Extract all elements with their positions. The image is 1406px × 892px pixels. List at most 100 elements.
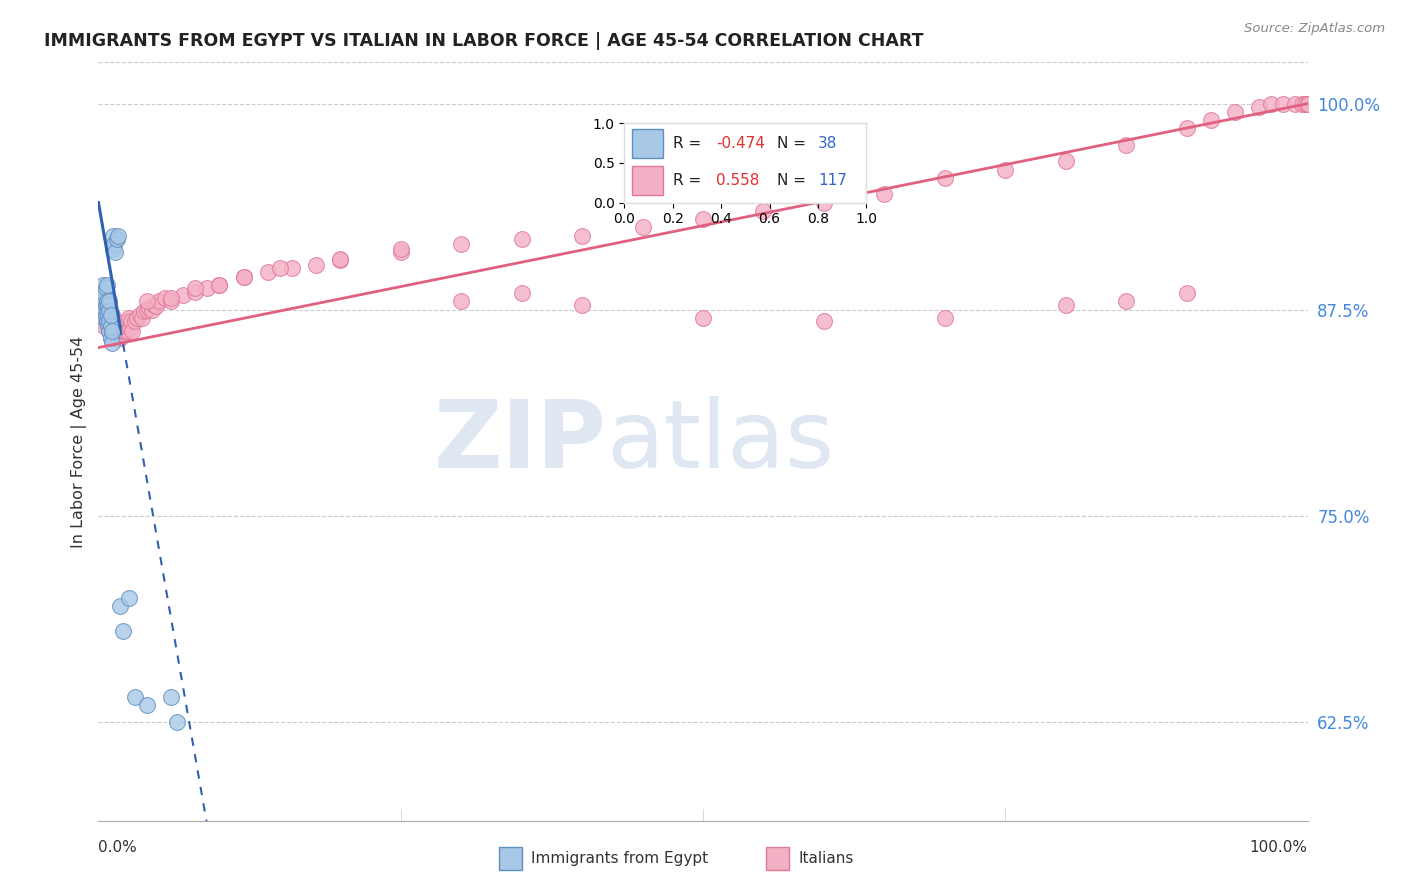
Point xyxy=(232,269,254,284)
Point xyxy=(160,294,183,309)
Point xyxy=(1296,96,1319,111)
Point xyxy=(571,228,593,243)
Point xyxy=(269,261,291,276)
Point xyxy=(115,314,138,328)
Point xyxy=(108,331,131,345)
Point xyxy=(94,281,117,295)
Point xyxy=(1115,137,1137,152)
Point xyxy=(118,591,141,606)
Point xyxy=(98,304,121,318)
Point xyxy=(100,327,122,342)
Point xyxy=(107,331,129,345)
Point xyxy=(105,320,128,334)
Point xyxy=(329,252,352,266)
Point xyxy=(93,319,115,334)
Point xyxy=(148,294,170,309)
Point xyxy=(100,319,122,334)
Point xyxy=(692,310,714,325)
Point xyxy=(135,294,157,309)
Point xyxy=(1284,96,1306,111)
Point xyxy=(93,302,115,317)
Point xyxy=(160,291,183,305)
Point xyxy=(450,236,472,251)
Point xyxy=(813,314,835,328)
Text: Italians: Italians xyxy=(799,851,853,866)
Point xyxy=(1294,96,1316,111)
Point xyxy=(1175,286,1198,301)
Point xyxy=(94,301,117,315)
Point xyxy=(1296,96,1319,111)
Point xyxy=(91,277,114,292)
Point xyxy=(93,308,115,322)
Point xyxy=(389,242,412,256)
Point xyxy=(1115,294,1137,309)
Point xyxy=(107,320,129,334)
Point xyxy=(1199,113,1222,128)
Point xyxy=(1054,154,1077,169)
Point xyxy=(94,310,117,325)
Point xyxy=(93,298,115,312)
Point xyxy=(184,281,207,295)
Text: 100.0%: 100.0% xyxy=(1250,840,1308,855)
Point xyxy=(134,304,156,318)
Point xyxy=(101,320,124,334)
Point xyxy=(96,304,118,318)
Point xyxy=(101,331,124,345)
Point xyxy=(103,318,125,332)
Point xyxy=(873,187,896,202)
Point xyxy=(111,624,134,638)
Point xyxy=(104,244,127,259)
Point xyxy=(1249,100,1271,114)
Point xyxy=(127,310,149,325)
Point xyxy=(98,294,121,309)
Point xyxy=(100,331,122,345)
Text: Source: ZipAtlas.com: Source: ZipAtlas.com xyxy=(1244,22,1385,36)
Text: atlas: atlas xyxy=(606,395,835,488)
Point xyxy=(91,310,114,325)
Point xyxy=(131,310,153,325)
Point xyxy=(124,690,146,704)
Point xyxy=(145,299,167,313)
Point xyxy=(96,314,118,328)
Point xyxy=(103,236,125,251)
Point xyxy=(117,324,139,338)
Point xyxy=(571,298,593,312)
Point xyxy=(153,291,176,305)
Point xyxy=(208,277,231,292)
Point xyxy=(994,162,1017,177)
Point xyxy=(100,319,122,334)
Text: Immigrants from Egypt: Immigrants from Egypt xyxy=(531,851,709,866)
Point xyxy=(96,304,118,318)
Point xyxy=(510,232,533,246)
Point xyxy=(96,294,118,309)
Point xyxy=(934,310,956,325)
Point xyxy=(94,298,117,312)
Point xyxy=(138,301,160,315)
Point xyxy=(208,277,231,292)
Point xyxy=(184,285,207,299)
Point xyxy=(118,320,141,334)
Point xyxy=(813,195,835,210)
Point xyxy=(97,308,120,322)
Point xyxy=(91,302,114,317)
Point xyxy=(101,228,124,243)
Y-axis label: In Labor Force | Age 45-54: In Labor Force | Age 45-54 xyxy=(72,335,87,548)
Point xyxy=(108,599,131,614)
Point xyxy=(96,314,118,328)
Point xyxy=(692,212,714,227)
Point xyxy=(101,242,124,256)
Point xyxy=(98,314,121,328)
Point xyxy=(105,232,128,246)
Point xyxy=(1291,96,1313,111)
Point xyxy=(172,288,194,302)
Point xyxy=(1296,96,1319,111)
Point xyxy=(100,308,122,322)
Point xyxy=(135,302,157,317)
Point xyxy=(94,308,117,322)
Point xyxy=(111,318,134,332)
Point xyxy=(97,308,120,322)
Point xyxy=(100,331,122,345)
Point xyxy=(1175,121,1198,136)
Point xyxy=(93,286,115,301)
Point xyxy=(329,253,352,268)
